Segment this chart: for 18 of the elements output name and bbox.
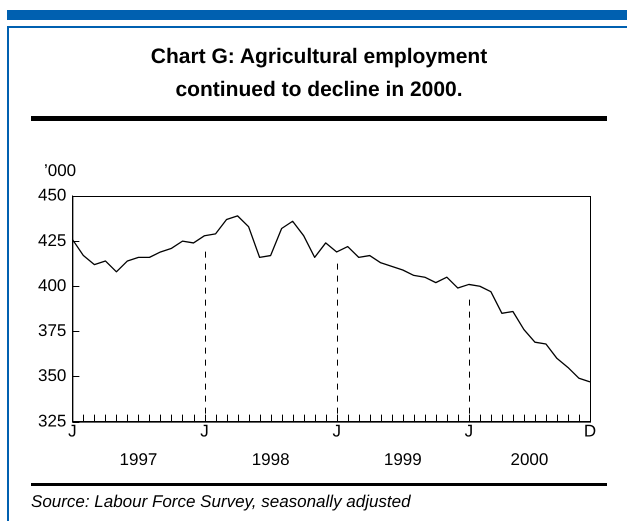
y-tick-label: 450 xyxy=(38,186,66,205)
y-axis-title: ’000 xyxy=(44,161,76,180)
text: 2000 xyxy=(510,450,548,469)
text: 1999 xyxy=(384,450,422,469)
y-tick-label: 350 xyxy=(38,366,66,386)
x-tick-label: J xyxy=(200,421,209,440)
y-tick-label: 425 xyxy=(38,230,66,250)
x-tick-label: J xyxy=(464,421,474,440)
text: 1998 xyxy=(252,450,290,469)
y-tick-label: 400 xyxy=(38,276,66,295)
x-tick-label: J xyxy=(332,421,341,440)
x-tick-label: J xyxy=(68,421,77,440)
x-tick-label: D xyxy=(584,421,596,440)
source-note: Source: Labour Force Survey, seasonally adjusted xyxy=(31,483,607,512)
y-tick-label: 375 xyxy=(38,321,66,340)
y-tick-label: 325 xyxy=(38,411,66,430)
text: 1997 xyxy=(120,450,158,469)
chart-title: Chart G: Agricultural employment continued to decline in 2000. xyxy=(150,44,488,103)
